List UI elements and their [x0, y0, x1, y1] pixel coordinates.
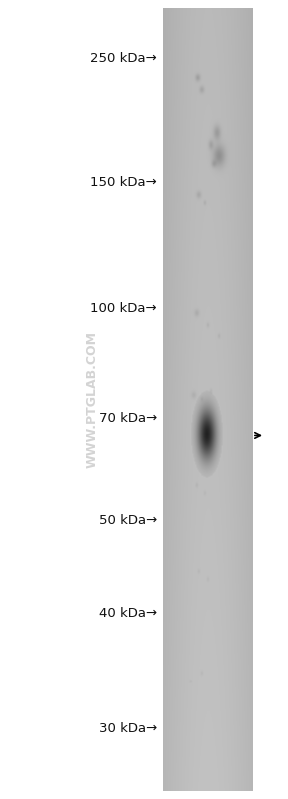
Text: 40 kDa→: 40 kDa→ [99, 607, 157, 620]
Text: WWW.PTGLAB.COM: WWW.PTGLAB.COM [86, 331, 99, 468]
Text: 70 kDa→: 70 kDa→ [99, 412, 157, 425]
Text: 150 kDa→: 150 kDa→ [90, 177, 157, 189]
Text: 50 kDa→: 50 kDa→ [99, 515, 157, 527]
Text: 250 kDa→: 250 kDa→ [90, 52, 157, 65]
Text: 100 kDa→: 100 kDa→ [90, 302, 157, 315]
Text: 30 kDa→: 30 kDa→ [99, 722, 157, 735]
